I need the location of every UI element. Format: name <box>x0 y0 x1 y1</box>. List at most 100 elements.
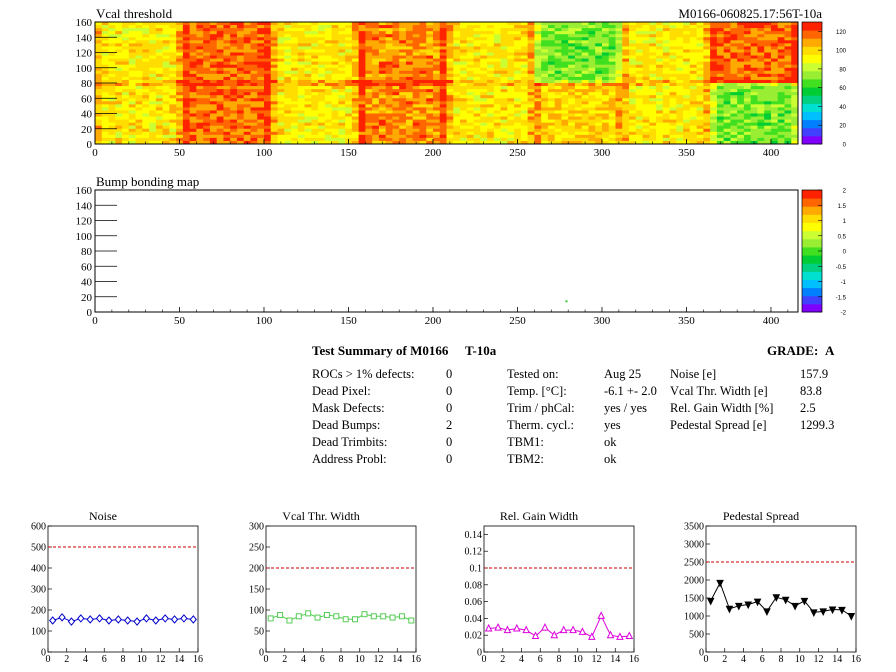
threshold-cell <box>473 40 481 44</box>
threshold-cell <box>784 116 792 120</box>
threshold-cell <box>378 61 387 66</box>
threshold-cell <box>656 79 664 84</box>
threshold-cell <box>209 83 218 87</box>
threshold-cell <box>615 43 623 47</box>
threshold-cell <box>345 134 353 139</box>
threshold-cell <box>101 70 109 75</box>
threshold-cell <box>770 64 779 69</box>
threshold-cell <box>243 134 251 139</box>
threshold-cell <box>351 86 360 90</box>
threshold-cell <box>710 101 718 105</box>
gain-width-xtick-label: 6 <box>538 654 543 665</box>
threshold-cell <box>710 40 718 44</box>
threshold-cell <box>460 43 468 47</box>
threshold-cell <box>757 34 765 38</box>
threshold-cell <box>324 137 332 142</box>
threshold-cell <box>595 52 603 56</box>
threshold-cell <box>169 79 177 84</box>
threshold-cell <box>716 95 725 99</box>
threshold-cell <box>108 89 116 93</box>
threshold-cell <box>338 40 346 44</box>
threshold-cell <box>385 113 393 117</box>
threshold-cell <box>345 52 353 56</box>
threshold-cell <box>365 25 373 29</box>
threshold-cell <box>460 73 468 78</box>
threshold-cell <box>439 89 447 93</box>
threshold-cell <box>182 89 191 93</box>
threshold-cell <box>487 101 495 105</box>
threshold-cell <box>460 134 468 139</box>
threshold-cell <box>791 107 798 111</box>
threshold-cell <box>176 104 184 108</box>
threshold-cell <box>223 61 231 66</box>
threshold-cell <box>554 70 562 75</box>
threshold-cell <box>777 31 785 35</box>
threshold-cell <box>770 67 779 72</box>
threshold-cell <box>291 67 299 72</box>
threshold-cell <box>514 61 522 66</box>
threshold-cell <box>405 46 414 50</box>
threshold-cell <box>439 76 447 81</box>
threshold-cell <box>426 125 434 130</box>
threshold-cell <box>95 64 103 69</box>
threshold-cell <box>737 64 745 69</box>
threshold-cell <box>520 107 529 111</box>
threshold-cell <box>520 73 529 78</box>
threshold-cell <box>297 31 305 35</box>
threshold-cell <box>304 137 312 142</box>
threshold-cell <box>770 52 779 56</box>
threshold-cell <box>784 67 792 72</box>
threshold-cell <box>115 73 123 78</box>
threshold-cell <box>385 110 393 114</box>
threshold-cell <box>622 83 630 87</box>
threshold-cell <box>784 61 792 66</box>
vcal-threshold-palette-tick-label: 60 <box>839 86 846 92</box>
threshold-cell <box>615 58 623 63</box>
threshold-cell <box>649 31 657 35</box>
threshold-cell <box>155 101 163 105</box>
threshold-cell <box>588 34 596 38</box>
threshold-cell <box>358 67 366 72</box>
threshold-cell <box>392 52 400 56</box>
threshold-cell <box>358 89 366 93</box>
threshold-cell <box>662 49 670 53</box>
threshold-cell <box>757 55 765 59</box>
threshold-cell <box>128 73 136 78</box>
threshold-cell <box>500 28 508 32</box>
threshold-cell <box>770 37 779 41</box>
threshold-cell <box>514 86 522 90</box>
threshold-cell <box>595 70 603 75</box>
threshold-cell <box>405 101 414 105</box>
threshold-cell <box>581 116 589 120</box>
threshold-cell <box>676 22 684 26</box>
threshold-cell <box>169 131 177 136</box>
threshold-cell <box>500 25 508 29</box>
threshold-cell <box>581 73 589 78</box>
threshold-cell <box>216 73 224 78</box>
threshold-cell <box>358 134 366 139</box>
threshold-cell <box>284 46 292 50</box>
threshold-cell <box>405 92 414 96</box>
threshold-cell <box>196 113 204 117</box>
threshold-cell <box>345 104 353 108</box>
threshold-cell <box>500 104 508 108</box>
threshold-cell <box>101 128 109 133</box>
result-value: 157.9 <box>800 367 829 381</box>
threshold-cell <box>115 119 123 124</box>
threshold-cell <box>189 125 197 130</box>
vcal-threshold-xtick-label: 250 <box>509 147 526 159</box>
threshold-cell <box>176 25 184 29</box>
threshold-cell <box>439 79 447 84</box>
threshold-cell <box>142 107 150 111</box>
threshold-cell <box>209 43 218 47</box>
threshold-cell <box>399 104 407 108</box>
threshold-cell <box>95 101 103 105</box>
threshold-cell <box>608 70 616 75</box>
threshold-cell <box>318 46 326 50</box>
threshold-cell <box>453 140 461 144</box>
threshold-cell <box>439 104 447 108</box>
threshold-cell <box>581 37 589 41</box>
threshold-cell <box>622 64 630 69</box>
threshold-cell <box>487 76 495 81</box>
threshold-cell <box>155 61 163 66</box>
